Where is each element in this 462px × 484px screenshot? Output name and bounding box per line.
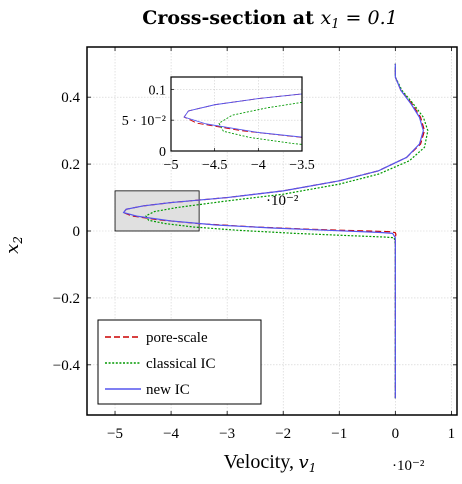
y-tick-label: −0.4 — [53, 358, 81, 374]
series-line-classical-IC — [145, 63, 429, 399]
inset-ticks: −5 −4.5 −4 −3.5 0 5 · 10⁻² 0.1 — [122, 83, 315, 173]
x-tick-label: −2 — [275, 426, 291, 442]
series-line-new-IC — [122, 63, 424, 399]
zoom-region-rect — [114, 190, 200, 232]
inset-series — [183, 93, 302, 145]
legend: pore-scale classical IC new IC — [97, 319, 262, 405]
chart-title: Cross-section at x1 = 0.1 — [142, 7, 397, 32]
zoom-region-box — [114, 190, 200, 232]
inset-frame — [170, 76, 303, 152]
y-tick-label: 0 — [73, 224, 81, 240]
x-tick-label: 0 — [392, 426, 400, 442]
main-series — [122, 63, 429, 399]
inset-x-multiplier: ·10⁻² — [266, 193, 299, 209]
legend-label: classical IC — [146, 356, 216, 372]
inset-y-tick-label: 0.1 — [149, 83, 167, 98]
inset-y-tick-label: 0 — [159, 145, 166, 160]
inset-x-tick-label: −5 — [164, 158, 179, 173]
x-tick-label: 1 — [448, 426, 456, 442]
y-tick-label: 0.4 — [61, 90, 80, 106]
x-axis-label: Velocity, v1 — [224, 451, 317, 475]
y-tick-label: −0.2 — [53, 291, 80, 307]
y-tick-label: 0.2 — [61, 157, 80, 173]
y-axis-label: x2 — [2, 236, 25, 254]
legend-label: pore-scale — [146, 330, 208, 346]
inset-x-tick-label: −4 — [251, 158, 266, 173]
x-tick-label: −5 — [107, 426, 123, 442]
x-tick-label: −1 — [331, 426, 347, 442]
inset-y-tick-label: 5 · 10⁻² — [122, 114, 166, 129]
legend-box — [97, 319, 262, 405]
inset-x-tick-label: −3.5 — [289, 158, 314, 173]
x-tick-label: −4 — [163, 426, 179, 442]
inset-x-tick-label: −4.5 — [202, 158, 227, 173]
x-axis-multiplier: ·10⁻² — [392, 458, 425, 474]
legend-label: new IC — [146, 382, 190, 398]
x-tick-label: −3 — [219, 426, 235, 442]
inset-series-line-new-IC — [183, 93, 302, 138]
main-ticks: −5 −4 −3 −2 −1 0 1 −0.4 −0.2 0 0.2 0.4 — [53, 47, 457, 442]
